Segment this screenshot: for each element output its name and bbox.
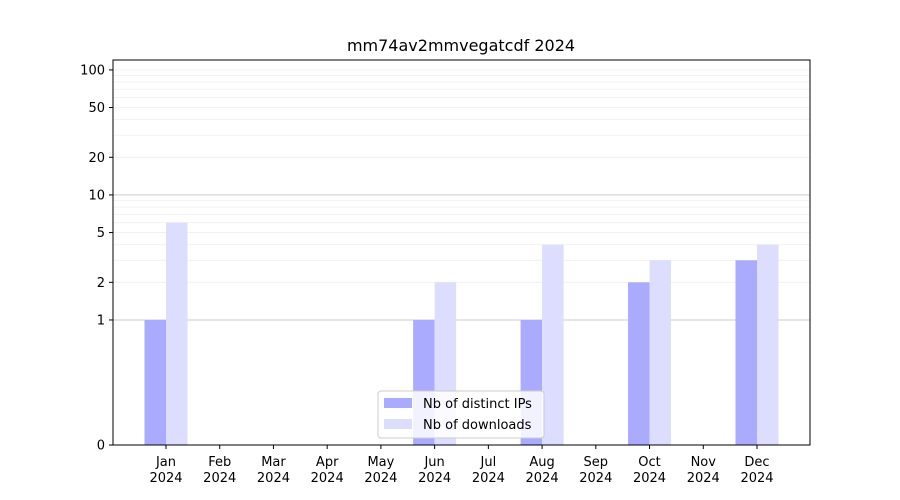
- grid: [113, 69, 810, 321]
- x-tick-label-month: Feb: [208, 455, 231, 470]
- x-tick-label-month: Mar: [261, 455, 286, 470]
- y-tick-label: 2: [97, 276, 105, 291]
- y-tick-label: 1: [97, 313, 105, 328]
- y-tick-label: 100: [80, 63, 105, 78]
- y-tick-label: 50: [88, 101, 105, 116]
- y-axis: 0 1 2 5 10 20 50 100: [80, 63, 113, 454]
- x-tick-label-year: 2024: [311, 471, 344, 486]
- x-tick-label-year: 2024: [687, 471, 720, 486]
- plot-frame: [112, 59, 811, 446]
- bar-downloads: [649, 260, 672, 445]
- chart-title: mm74av2mmvegatcdf 2024: [347, 36, 575, 55]
- bar-downloads: [757, 244, 779, 445]
- x-tick-label-month: Jan: [155, 455, 176, 470]
- bar-distinct-ips: [735, 260, 757, 445]
- x-tick-label-year: 2024: [418, 471, 451, 486]
- y-tick-label: 0: [97, 439, 105, 454]
- bar-downloads: [166, 222, 188, 445]
- x-tick-label-month: Oct: [638, 455, 660, 470]
- x-tick-label-month: May: [367, 455, 394, 470]
- x-tick-label-year: 2024: [472, 471, 505, 486]
- bar-downloads: [542, 244, 564, 445]
- x-tick-label-month: Aug: [529, 455, 554, 470]
- legend-label: Nb of downloads: [423, 418, 532, 433]
- bar-distinct-ips: [144, 319, 166, 445]
- x-tick-label-month: Nov: [691, 455, 717, 470]
- x-axis: Jan2024Feb2024Mar2024Apr2024May2024Jun20…: [149, 445, 774, 486]
- x-tick-label-month: Jul: [480, 455, 497, 470]
- bar-distinct-ips: [628, 282, 650, 445]
- x-tick-label-year: 2024: [257, 471, 290, 486]
- legend-label: Nb of distinct IPs: [423, 397, 532, 412]
- x-tick-label-year: 2024: [364, 471, 397, 486]
- legend: Nb of distinct IPs Nb of downloads: [377, 390, 545, 439]
- x-tick-label-month: Dec: [744, 455, 769, 470]
- x-tick-label-year: 2024: [633, 471, 666, 486]
- x-tick-label-month: Jun: [423, 455, 444, 470]
- y-tick-label: 10: [88, 188, 105, 203]
- x-tick-label-year: 2024: [526, 471, 559, 486]
- x-tick-label-year: 2024: [579, 471, 612, 486]
- x-tick-label-month: Apr: [316, 455, 339, 470]
- legend-swatch: [384, 398, 412, 408]
- x-tick-label-year: 2024: [203, 471, 236, 486]
- y-tick-label: 5: [97, 226, 105, 241]
- x-tick-label-year: 2024: [149, 471, 182, 486]
- x-tick-label-month: Sep: [584, 455, 609, 470]
- legend-swatch: [384, 419, 412, 429]
- legend-box: [377, 390, 545, 439]
- y-tick-label: 20: [88, 151, 105, 166]
- x-tick-label-year: 2024: [740, 471, 773, 486]
